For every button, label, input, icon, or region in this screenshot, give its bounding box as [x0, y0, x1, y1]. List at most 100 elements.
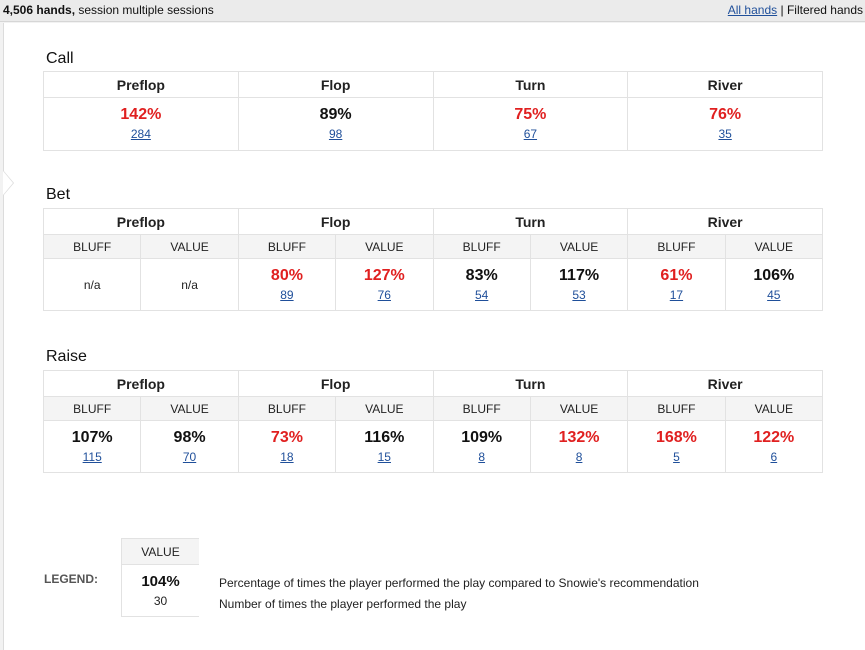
raise-flop-bluff-pct: 73% [270, 428, 303, 446]
bet-values-row: n/a n/a 80% 89 127% 76 83% 54 117% 53 61% 17 … [42, 258, 824, 311]
call-river-count-link[interactable]: 35 [718, 127, 732, 141]
raise-river-value-count-link[interactable]: 6 [770, 449, 778, 464]
call-values-row: 142% 284 89% 98 75% 67 76% 35 [43, 97, 823, 151]
call-preflop-count-link[interactable]: 284 [130, 127, 151, 141]
bet-turn-value-pct: 117% [559, 266, 600, 284]
call-table: Preflop Flop Turn River 142% 284 89% 98 75… [43, 71, 823, 151]
bet-flop-value-pct: 127% [363, 266, 405, 284]
raise-preflop-value-count-link[interactable]: 70 [182, 449, 197, 464]
bet-flop-bluff-cell: 80% 89 [237, 258, 337, 311]
value-header: VALUE [724, 396, 824, 421]
value-header: VALUE [140, 396, 239, 421]
raise-turn-bluff-count-link[interactable]: 8 [478, 449, 486, 464]
call-flop-cell: 89% 98 [237, 97, 434, 151]
call-turn-cell: 75% 67 [432, 97, 629, 151]
street-header-river: River [627, 370, 823, 397]
raise-turn-value-pct: 132% [558, 428, 600, 446]
raise-river-bluff-pct: 168% [655, 428, 697, 446]
bluff-header: BLUFF [42, 396, 142, 421]
bluff-header: BLUFF [627, 234, 726, 259]
bet-river-value-count-link[interactable]: 45 [767, 287, 781, 302]
raise-values-row: 107% 115 98% 70 73% 18 116% 15 109% 8 132% 8 1… [42, 420, 824, 473]
legend-label: LEGEND: [44, 572, 98, 586]
value-header: VALUE [529, 234, 629, 259]
raise-preflop-bluff-cell: 107% 115 [42, 420, 142, 473]
bet-river-value-pct: 106% [753, 266, 795, 284]
street-header-turn: Turn [432, 71, 629, 98]
raise-turn-value-cell: 132% 8 [529, 420, 629, 473]
street-header-turn: Turn [432, 208, 629, 235]
bluff-header: BLUFF [627, 396, 726, 421]
all-hands-link[interactable]: All hands [727, 3, 778, 17]
legend-example-count: 30 [153, 594, 168, 608]
hand-count: 4,506 hands, [3, 3, 76, 17]
call-section-title: Call [46, 50, 74, 67]
street-header-river: River [627, 71, 823, 98]
street-header-row: Preflop Flop Turn River [43, 71, 823, 98]
legend-value-header: VALUE [122, 539, 199, 565]
value-header: VALUE [140, 234, 239, 259]
raise-flop-value-cell: 116% 15 [335, 420, 434, 473]
hand-summary: 4,506 hands, session multiple sessions [3, 0, 214, 20]
call-flop-pct: 89% [319, 106, 352, 123]
street-header-river: River [627, 208, 823, 235]
raise-flop-bluff-count-link[interactable]: 18 [280, 449, 294, 464]
session-text: session multiple sessions [75, 3, 214, 17]
street-header-preflop: Preflop [43, 71, 239, 98]
street-header-preflop: Preflop [43, 370, 239, 397]
raise-river-bluff-cell: 168% 5 [627, 420, 726, 473]
top-bar: 4,506 hands, session multiple sessions A… [0, 0, 865, 22]
call-river-cell: 76% 35 [627, 97, 823, 151]
raise-preflop-bluff-count-link[interactable]: 115 [82, 449, 102, 464]
call-turn-count-link[interactable]: 67 [523, 127, 538, 141]
bluff-header: BLUFF [432, 396, 531, 421]
bluff-header: BLUFF [237, 234, 337, 259]
raise-turn-value-count-link[interactable]: 8 [575, 449, 583, 464]
bet-flop-bluff-count-link[interactable]: 89 [280, 287, 294, 302]
street-header-turn: Turn [432, 370, 629, 397]
raise-preflop-value-pct: 98% [173, 428, 206, 446]
bet-turn-value-cell: 117% 53 [529, 258, 629, 311]
bet-preflop-value-cell: n/a [140, 258, 239, 311]
call-preflop-pct: 142% [120, 106, 162, 123]
legend-pct-description: Percentage of times the player performed… [219, 576, 699, 590]
bet-turn-bluff-cell: 83% 54 [432, 258, 531, 311]
street-header-row: Preflop Flop Turn River [43, 208, 823, 235]
value-header: VALUE [529, 396, 629, 421]
filter-separator: | [780, 3, 784, 17]
bluff-header: BLUFF [42, 234, 142, 259]
bet-river-bluff-cell: 61% 17 [627, 258, 726, 311]
bet-turn-value-count-link[interactable]: 53 [572, 287, 586, 302]
bluff-header: BLUFF [237, 396, 337, 421]
raise-turn-bluff-pct: 109% [461, 428, 503, 446]
legend-example-pct: 104% [141, 573, 180, 590]
bet-river-value-cell: 106% 45 [724, 258, 824, 311]
bet-river-bluff-count-link[interactable]: 17 [669, 287, 684, 302]
bet-river-bluff-pct: 61% [660, 266, 693, 284]
bet-turn-bluff-count-link[interactable]: 54 [475, 287, 489, 302]
bet-turn-bluff-pct: 83% [465, 266, 498, 284]
legend-example-box: VALUE 104% 30 [121, 538, 199, 617]
street-header-flop: Flop [237, 370, 434, 397]
bet-flop-value-count-link[interactable]: 76 [377, 287, 391, 302]
street-header-flop: Flop [237, 208, 434, 235]
raise-section-title: Raise [46, 348, 87, 365]
raise-river-bluff-count-link[interactable]: 5 [673, 449, 680, 464]
call-preflop-cell: 142% 284 [43, 97, 239, 151]
bluff-value-header-row: BLUFF VALUE BLUFF VALUE BLUFF VALUE BLUF… [42, 396, 824, 421]
raise-flop-value-count-link[interactable]: 15 [377, 449, 391, 464]
bluff-header: BLUFF [432, 234, 531, 259]
raise-flop-bluff-cell: 73% 18 [237, 420, 337, 473]
call-flop-count-link[interactable]: 98 [328, 127, 343, 141]
value-header: VALUE [335, 234, 434, 259]
raise-preflop-value-cell: 98% 70 [140, 420, 239, 473]
bet-table: Preflop Flop Turn River BLUFF VALUE BLUF… [42, 208, 824, 311]
not-available-text: n/a [181, 277, 198, 292]
raise-flop-value-pct: 116% [364, 428, 405, 446]
bluff-value-header-row: BLUFF VALUE BLUFF VALUE BLUFF VALUE BLUF… [42, 234, 824, 259]
bet-flop-value-cell: 127% 76 [335, 258, 434, 311]
street-header-preflop: Preflop [43, 208, 239, 235]
raise-preflop-bluff-pct: 107% [71, 428, 113, 446]
raise-river-value-pct: 122% [753, 428, 795, 446]
value-header: VALUE [724, 234, 824, 259]
